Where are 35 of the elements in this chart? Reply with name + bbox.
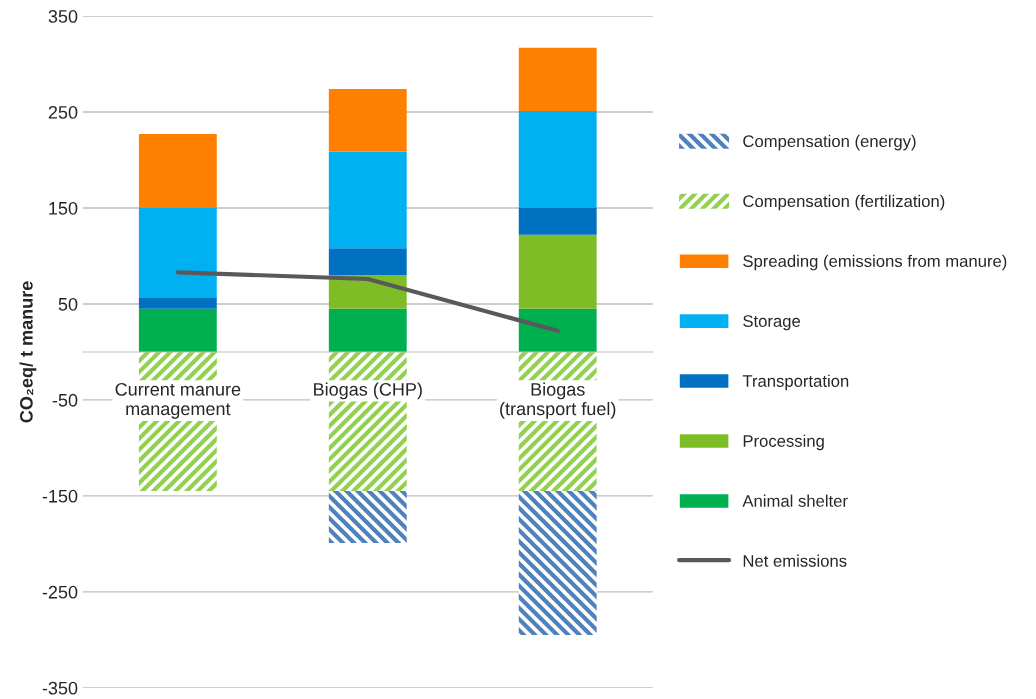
y-tick-label: -150 xyxy=(42,489,78,503)
bar xyxy=(518,234,597,309)
y-tick-label: -350 xyxy=(42,681,78,695)
legend-label: Processing xyxy=(743,434,824,451)
bar xyxy=(328,491,407,543)
x-tick-label: Current manure management xyxy=(115,382,241,419)
bar xyxy=(138,308,217,352)
y-tick-label: 350 xyxy=(48,10,78,23)
bar xyxy=(518,111,597,208)
bar xyxy=(518,208,597,235)
bar xyxy=(518,308,597,352)
y-axis-title: CO₂eq/ t manure xyxy=(19,281,37,423)
bar xyxy=(138,297,217,309)
y-tick-label: 250 xyxy=(48,105,78,119)
bar xyxy=(328,151,407,249)
legend-label: Storage xyxy=(743,315,801,331)
bar xyxy=(518,47,597,112)
x-tick-label: Biogas (CHP) xyxy=(314,382,422,400)
legend-label: Net emissions xyxy=(743,554,847,567)
legend-label: Compensation (energy) xyxy=(743,134,916,151)
y-tick-label: -250 xyxy=(42,585,78,599)
legend-label: Transportation xyxy=(742,374,849,391)
bar xyxy=(138,134,217,208)
bar xyxy=(328,89,407,152)
y-tick-label: -50 xyxy=(52,393,78,407)
x-tick-label: Biogas (transport fuel) xyxy=(500,382,616,419)
y-tick-label: 50 xyxy=(58,297,78,311)
legend-label: Animal shelter xyxy=(742,494,848,507)
y-tick-label: 150 xyxy=(49,201,78,215)
bar xyxy=(518,491,597,636)
bar xyxy=(328,248,407,276)
legend-label: Spreading (emissions from manure) xyxy=(743,254,1007,271)
legend-label: Compensation (fertilization) xyxy=(743,194,945,211)
bar xyxy=(328,308,407,352)
bar xyxy=(138,208,217,298)
